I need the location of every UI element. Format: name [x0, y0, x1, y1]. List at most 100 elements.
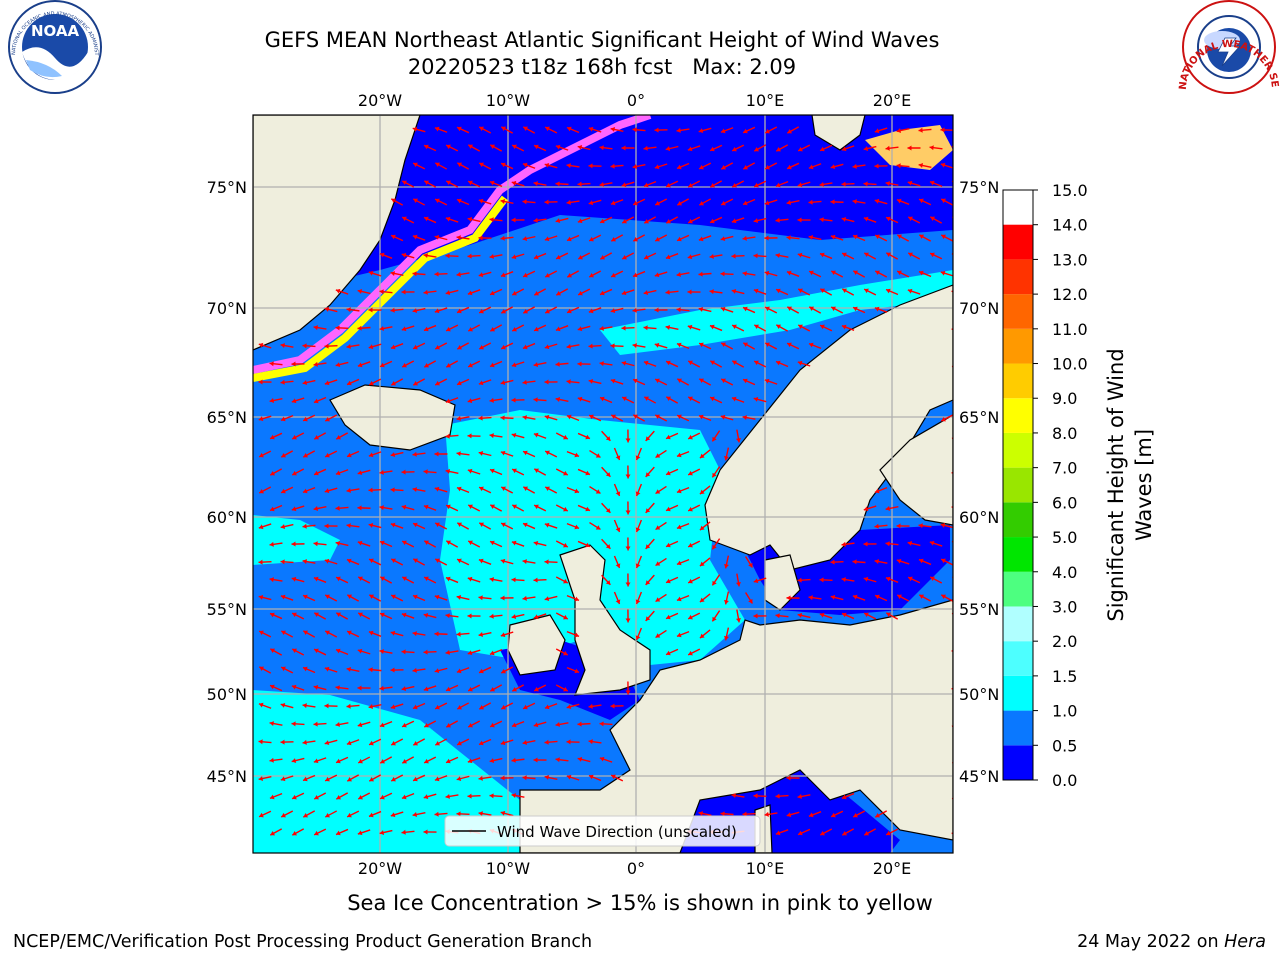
wave-arrow [698, 378, 712, 386]
wave-arrow [533, 181, 547, 187]
wave-arrow [588, 307, 602, 314]
wave-arrow [687, 360, 701, 368]
wave-arrow [522, 450, 536, 458]
wave-arrow [841, 577, 855, 583]
wave-arrow [676, 594, 690, 602]
wave-arrow [423, 829, 437, 835]
wave-arrow [489, 254, 503, 259]
wave-arrow [368, 704, 382, 709]
wave-arrow [885, 181, 899, 187]
wave-arrow [797, 324, 811, 332]
wave-arrow [324, 774, 338, 782]
wave-arrow [357, 612, 371, 620]
wave-arrow [346, 523, 360, 529]
wave-arrow [390, 343, 404, 350]
wave-arrow [478, 342, 492, 350]
wave-arrow [489, 648, 503, 656]
wave-arrow [390, 307, 404, 313]
wave-arrow [566, 666, 580, 674]
wave-arrow [324, 594, 338, 602]
wave-arrow [753, 613, 767, 619]
wave-arrow [753, 396, 767, 403]
wave-arrow [775, 613, 789, 619]
wave-arrow [632, 343, 646, 349]
wave-arrow [302, 810, 316, 818]
wave-arrow [698, 162, 712, 170]
wave-arrow [577, 504, 591, 512]
wave-arrow [698, 342, 712, 350]
wave-arrow [951, 401, 953, 404]
wave-arrow [588, 199, 602, 206]
colorbar-tick-label: 14.0 [1052, 216, 1088, 235]
wave-arrow [390, 811, 404, 818]
wave-arrow [874, 127, 888, 134]
wave-arrow [819, 577, 833, 583]
wave-arrow [654, 163, 668, 170]
wave-arrow [577, 721, 591, 727]
colorbar-segment [1003, 328, 1033, 364]
wave-arrow [423, 504, 437, 511]
wave-arrow [423, 289, 437, 295]
wave-arrow [742, 198, 756, 206]
wave-arrow [940, 270, 953, 277]
wave-arrow [665, 396, 679, 404]
wave-arrow [797, 252, 811, 259]
wave-arrow [456, 702, 470, 710]
wave-arrow [645, 466, 655, 478]
wave-arrow [830, 270, 844, 278]
nws-logo: NATIONAL WEATHER SERVICE [0, 0, 1280, 94]
greenland [253, 115, 421, 351]
wave-arrow [456, 198, 470, 206]
wave-arrow [467, 649, 481, 656]
wave-arrow [841, 324, 855, 331]
wave-arrow [632, 270, 646, 278]
wave-arrow [258, 342, 272, 349]
wave-arrow [291, 432, 305, 440]
wave-arrow [742, 162, 756, 170]
wave-arrow [302, 594, 316, 602]
wave-arrow [676, 162, 690, 170]
wave-arrow [423, 756, 437, 764]
wave-arrow [709, 324, 723, 332]
wave-arrow [324, 306, 338, 313]
wave-arrow [699, 449, 711, 459]
wave-arrow [533, 361, 547, 367]
wave-arrow [566, 379, 580, 385]
wave-arrow [335, 648, 349, 656]
wave-arrow [445, 576, 459, 584]
wave-arrow [500, 271, 514, 278]
wave-arrow [335, 612, 349, 620]
lon-tick-bottom: 20°W [358, 859, 402, 878]
wave-arrow [566, 774, 580, 781]
wave-arrow [258, 594, 272, 601]
wave-arrow [390, 198, 404, 206]
wave-arrow [786, 126, 800, 134]
wave-arrow [346, 487, 360, 493]
wave-arrow [291, 828, 305, 836]
wave-arrow [467, 540, 481, 548]
wave-arrow [280, 343, 294, 348]
wave-arrow [555, 144, 569, 151]
wave-arrow [731, 288, 745, 295]
wave-arrow [280, 810, 294, 818]
wave-arrow [566, 450, 580, 458]
wave-arrow [863, 576, 877, 583]
wave-arrow [676, 558, 690, 566]
wave-arrow [401, 540, 415, 548]
continental-europe [519, 599, 953, 853]
wave-arrow [610, 307, 624, 314]
wave-arrow [929, 216, 943, 224]
wave-arrow [445, 756, 459, 764]
lon-tick-top: 20°W [358, 91, 402, 110]
wave-arrow [797, 360, 811, 367]
wave-arrow [720, 378, 734, 386]
wave-arrow [434, 198, 448, 206]
wave-arrow [456, 306, 470, 314]
wave-arrow [742, 126, 756, 134]
wave-arrow [357, 505, 371, 511]
wave-arrow [687, 540, 701, 548]
wave-arrow [412, 702, 426, 710]
wave-arrow [918, 523, 932, 529]
wave-arrow [412, 451, 426, 457]
wave-arrow [445, 433, 459, 439]
